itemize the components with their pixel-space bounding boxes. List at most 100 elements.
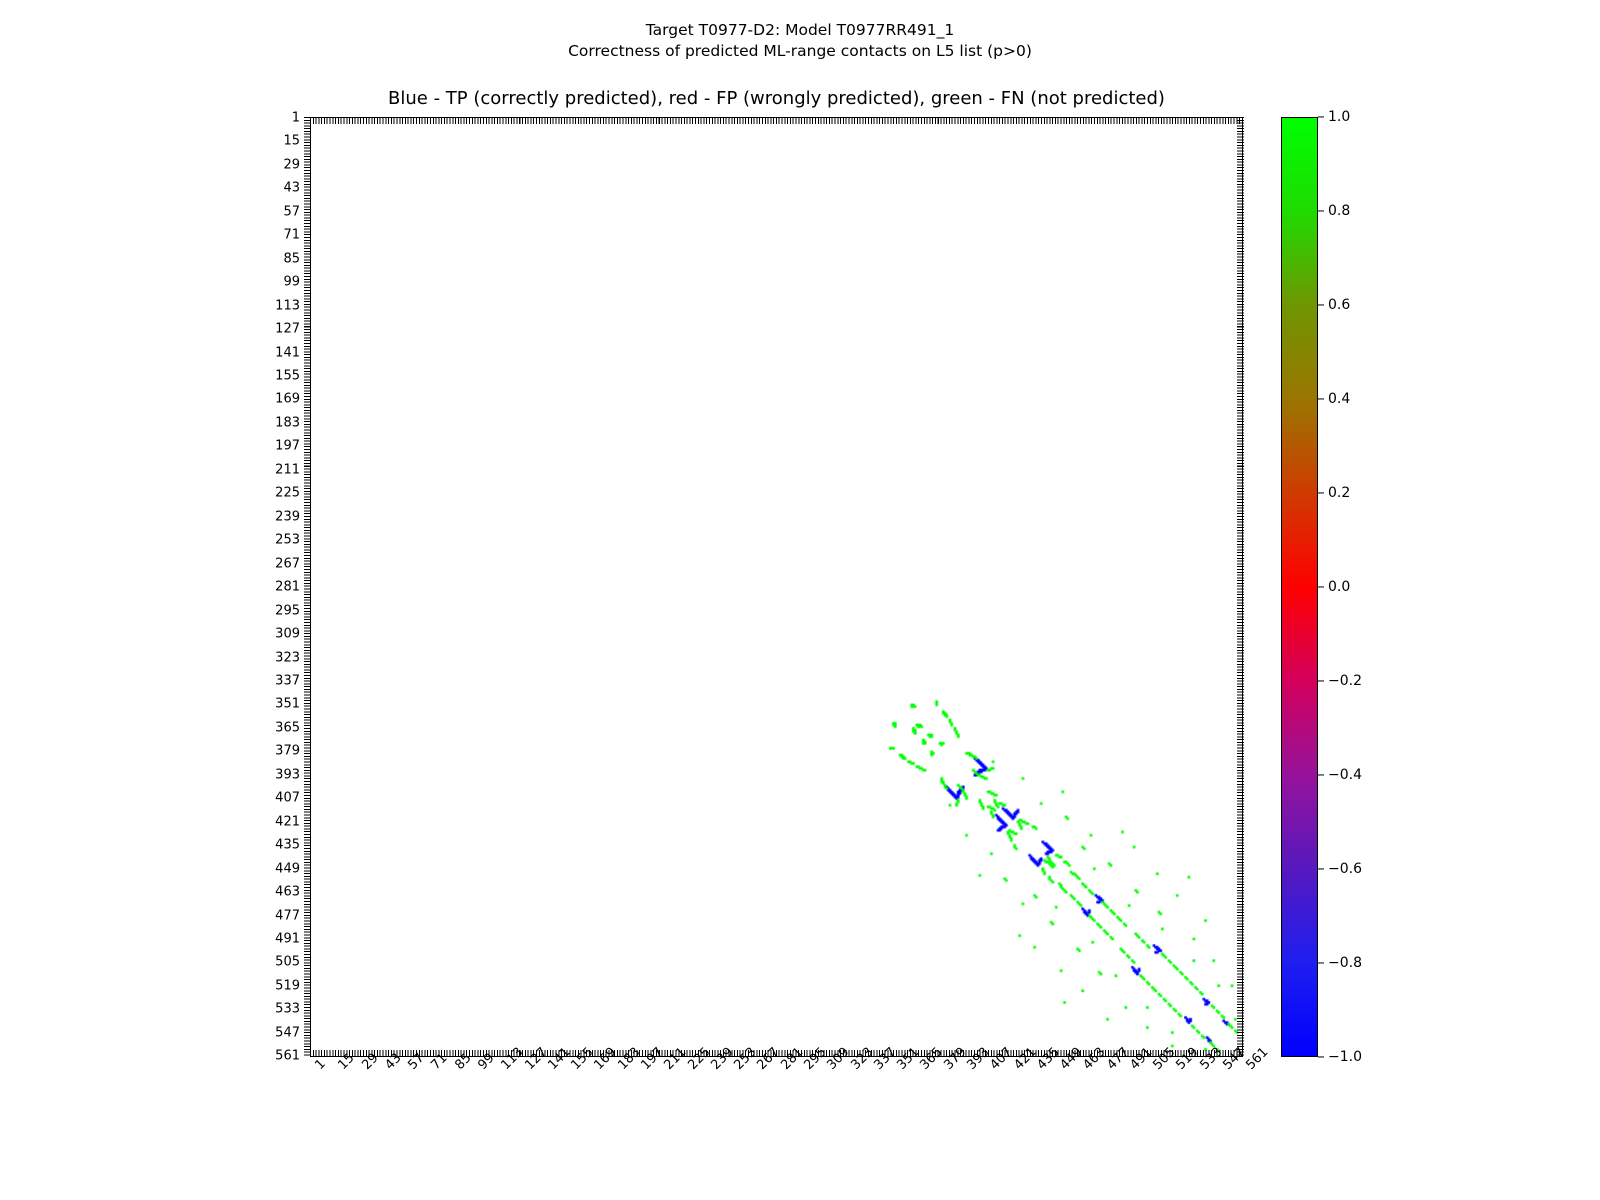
y-axis-tick-label: 1 (291, 110, 300, 126)
colorbar-tick-label: 0.2 (1328, 485, 1351, 501)
x-axis-tick-label: 183 (614, 1044, 644, 1073)
colorbar-tick-label: 0.8 (1328, 203, 1351, 219)
x-axis-tick-label: 29 (358, 1050, 382, 1073)
x-axis-tick-label: 43 (382, 1050, 405, 1073)
colorbar-tick-mark (1318, 1056, 1324, 1058)
x-axis-tick-label: 533 (1197, 1044, 1226, 1073)
x-axis-tick-label: 505 (1150, 1044, 1179, 1073)
x-axis-tick-label: 85 (451, 1050, 475, 1073)
y-axis-tick-label: 449 (275, 861, 300, 877)
x-axis-tick-label: 435 (1034, 1044, 1063, 1073)
x-axis-tick-label: 463 (1080, 1044, 1109, 1073)
colorbar-tick-label: 0.0 (1328, 579, 1351, 595)
x-axis-tick-label: 169 (591, 1044, 620, 1073)
colorbar-tick-mark (1318, 492, 1324, 494)
x-axis-tick-label: 57 (405, 1050, 428, 1073)
y-axis-tick-label: 113 (275, 298, 300, 314)
x-axis-tick-label: 407 (987, 1044, 1016, 1073)
x-axis-tick-label: 547 (1220, 1044, 1249, 1073)
y-axis-tick-label: 99 (283, 274, 300, 290)
colorbar-tick-label: 0.4 (1328, 391, 1351, 407)
colorbar-tick-label: −0.4 (1328, 767, 1362, 783)
x-axis-tick-label: 393 (964, 1044, 993, 1073)
x-axis-tick-label: 99 (475, 1050, 498, 1073)
x-axis-tick-label: 211 (661, 1044, 690, 1073)
x-axis-tick-label: 281 (777, 1044, 807, 1073)
figure-legend-subtitle: Blue - TP (correctly predicted), red - F… (388, 88, 1165, 109)
y-axis-tick-label: 281 (275, 579, 300, 595)
x-axis-tick-label: 421 (1010, 1044, 1039, 1073)
contact-map-plot-area (310, 117, 1243, 1057)
y-axis-tick-label: 141 (275, 345, 300, 361)
x-axis-tick-label: 379 (940, 1044, 970, 1073)
y-axis-tick-label: 519 (275, 978, 300, 994)
y-axis-tick-label: 309 (275, 626, 300, 642)
figure-title-block: Target T0977-D2: Model T0977RR491_1 Corr… (0, 20, 1600, 62)
x-axis-tick-label: 351 (894, 1044, 923, 1073)
figure-title-line-1: Target T0977-D2: Model T0977RR491_1 (645, 21, 955, 39)
y-axis-tick-label: 421 (275, 814, 300, 830)
contact-map-canvas (311, 118, 1242, 1056)
y-axis-tick-label: 323 (275, 650, 300, 666)
y-axis-tick-label: 43 (283, 180, 300, 196)
colorbar-tick-label: −0.6 (1328, 861, 1362, 877)
colorbar-tick-label: −0.2 (1328, 673, 1362, 689)
y-axis-tick-label: 533 (275, 1001, 300, 1017)
colorbar-tick-label: −0.8 (1328, 955, 1362, 971)
x-axis-tick-label: 449 (1057, 1044, 1086, 1073)
y-axis-tick-label: 463 (275, 884, 300, 900)
x-axis-tick-label: 197 (638, 1044, 667, 1073)
colorbar-tick-label: 0.6 (1328, 297, 1351, 313)
y-axis-tick-label: 547 (275, 1025, 300, 1041)
colorbar-tick-mark (1318, 398, 1324, 400)
y-axis-tick-label: 211 (275, 462, 300, 478)
y-axis-tick-label-group: 1 15 29 43 57 71 85 99 113 127 141 155 169 183 197 211 2… (244, 0, 300, 1200)
x-axis-tick-label: 365 (917, 1044, 946, 1073)
colorbar (1281, 117, 1318, 1057)
colorbar-tick-mark (1318, 586, 1324, 588)
x-axis-tick-label: 141 (545, 1044, 574, 1073)
colorbar-gradient (1282, 118, 1317, 1056)
y-axis-tick-label: 71 (283, 227, 300, 243)
x-axis-tick-label: 323 (847, 1044, 876, 1073)
colorbar-tick-mark (1318, 868, 1324, 870)
colorbar-tick-mark (1318, 680, 1324, 682)
x-axis-tick-label: 1 (312, 1056, 329, 1073)
y-axis-tick-label: 379 (275, 743, 300, 759)
y-axis-tick-label: 85 (283, 251, 300, 267)
colorbar-tick-label: −1.0 (1328, 1049, 1362, 1065)
colorbar-tick-mark (1318, 210, 1324, 212)
y-axis-tick-label: 225 (275, 485, 300, 501)
x-axis-tick-label: 561 (1243, 1044, 1272, 1073)
y-axis-tick-label: 295 (275, 603, 300, 619)
y-axis-tick-label: 351 (275, 696, 300, 712)
x-axis-tick-label: 295 (801, 1044, 830, 1073)
y-axis-tick-label: 561 (275, 1048, 300, 1064)
y-axis-tick-label: 183 (275, 415, 300, 431)
x-axis-tick-label: 15 (335, 1050, 358, 1073)
x-axis-tick-label: 267 (754, 1044, 783, 1073)
y-axis-tick-label: 365 (275, 720, 300, 736)
y-axis-tick-label: 477 (275, 908, 300, 924)
x-axis-tick-label: 71 (428, 1050, 452, 1073)
x-axis-tick-label: 309 (824, 1044, 853, 1073)
colorbar-tick-mark (1318, 962, 1324, 964)
colorbar-tick-mark (1318, 774, 1324, 776)
y-axis-tick-label: 505 (275, 954, 300, 970)
colorbar-tick-group: 1.0 0.8 0.6 0.4 0.2 0.0 −0.2 −0.4 −0.6 −0.8 −1.0 (1318, 0, 1438, 1200)
x-axis-tick-label: 225 (684, 1044, 713, 1073)
y-axis-tick-label: 197 (275, 438, 300, 454)
y-axis-tick-label: 239 (275, 509, 300, 525)
figure-title-line-2: Correctness of predicted ML-range contac… (568, 41, 1032, 60)
colorbar-tick-mark (1318, 304, 1324, 306)
x-axis-tick-label: 239 (708, 1044, 737, 1073)
y-axis-tick-label: 337 (275, 673, 300, 689)
x-axis-tick-label: 155 (568, 1044, 597, 1073)
y-axis-tick-label: 29 (283, 157, 300, 173)
x-axis-tick-label: 127 (521, 1044, 551, 1073)
x-axis-tick-label: 113 (498, 1044, 527, 1073)
y-axis-tick-label: 491 (275, 931, 300, 947)
x-axis-tick-label: 337 (871, 1044, 900, 1073)
y-axis-tick-label: 127 (275, 321, 300, 337)
x-axis-tick-label: 491 (1127, 1044, 1156, 1073)
